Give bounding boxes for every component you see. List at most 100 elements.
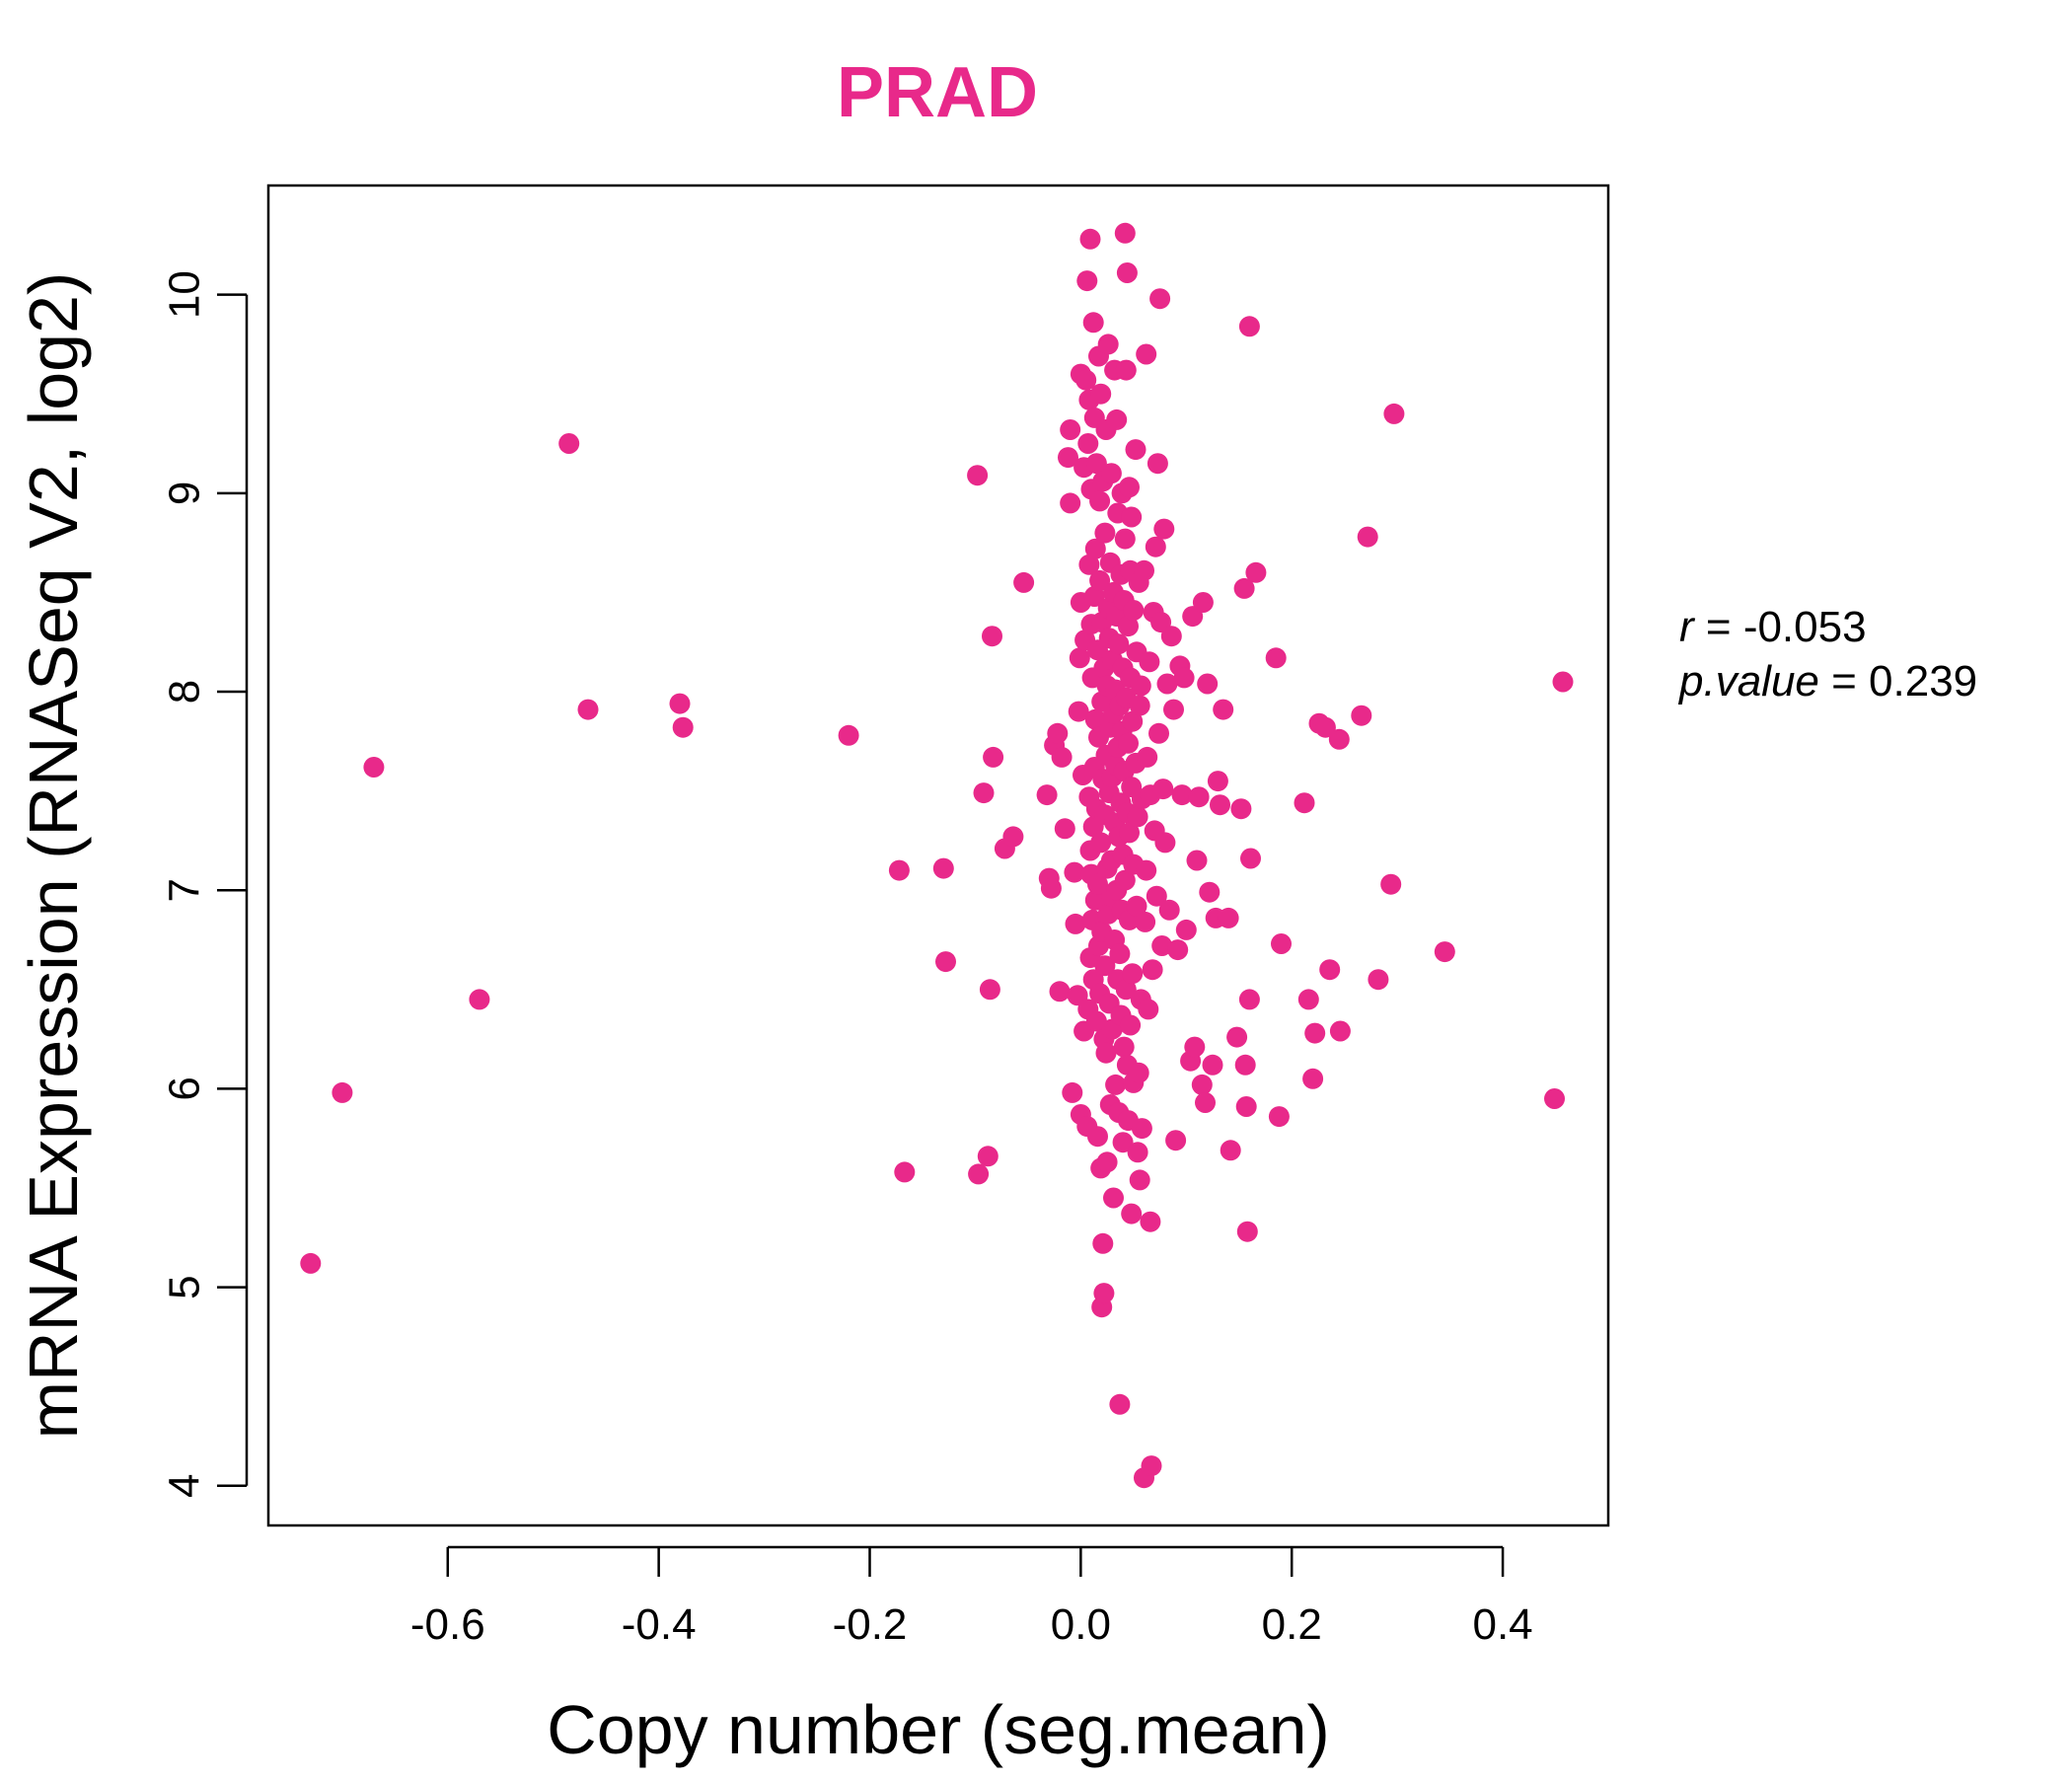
- data-point-189: [1129, 695, 1150, 716]
- data-point-198: [1136, 859, 1157, 881]
- data-point-252: [1238, 989, 1260, 1010]
- data-point-72: [1085, 1010, 1107, 1032]
- data-point-260: [1302, 1068, 1324, 1089]
- stat-r-value: -0.053: [1743, 603, 1867, 651]
- data-point-201: [1139, 651, 1160, 673]
- data-point-236: [1197, 673, 1219, 695]
- data-point-155: [1114, 869, 1136, 891]
- x-tick-label-0: -0.6: [410, 1600, 485, 1649]
- data-point-183: [1126, 895, 1147, 917]
- stat-p-line: p.value = 0.239: [1677, 657, 1977, 705]
- data-point-174: [1121, 506, 1143, 528]
- data-point-98: [1094, 522, 1116, 544]
- data-point-221: [1163, 699, 1184, 720]
- x-tick-label-5: 0.4: [1472, 1600, 1532, 1649]
- data-point-205: [1142, 959, 1163, 981]
- data-point-34: [1062, 1081, 1083, 1103]
- data-point-102: [1095, 1042, 1117, 1064]
- data-point-184: [1127, 1142, 1148, 1163]
- data-point-173: [1121, 1203, 1143, 1224]
- data-point-12: [935, 951, 956, 973]
- data-point-4: [558, 433, 580, 454]
- data-point-71: [1084, 538, 1106, 559]
- data-point-255: [1265, 647, 1287, 669]
- data-point-84: [1090, 832, 1112, 853]
- data-point-241: [1210, 794, 1230, 816]
- data-point-154: [1114, 222, 1136, 244]
- data-point-200: [1138, 999, 1159, 1020]
- stat-p-equals: =: [1831, 657, 1869, 705]
- data-point-28: [1049, 981, 1071, 1002]
- y-tick-label-3: 7: [161, 878, 209, 902]
- data-point-140: [1109, 943, 1131, 965]
- data-point-35: [1064, 861, 1085, 883]
- data-point-274: [1552, 671, 1574, 693]
- data-point-160: [1116, 262, 1138, 283]
- x-axis: -0.6 -0.4 -0.2 0.0 0.2 0.4: [410, 1545, 1533, 1649]
- data-point-219: [1158, 899, 1180, 921]
- data-point-85: [1090, 383, 1112, 405]
- data-point-158: [1115, 979, 1137, 1001]
- data-point-83: [1089, 490, 1111, 512]
- data-point-243: [1218, 907, 1239, 928]
- data-point-269: [1368, 969, 1389, 991]
- data-point-132: [1106, 408, 1128, 430]
- data-point-53: [1078, 554, 1100, 575]
- data-point-30: [1054, 818, 1075, 840]
- x-tick-label-3: 0.0: [1051, 1600, 1111, 1649]
- data-point-273: [1544, 1088, 1565, 1109]
- data-point-233: [1191, 1074, 1213, 1095]
- data-point-13: [967, 465, 989, 486]
- data-point-257: [1271, 933, 1292, 954]
- data-point-267: [1351, 705, 1372, 726]
- data-point-150: [1112, 1132, 1134, 1153]
- data-point-190: [1130, 675, 1151, 697]
- data-point-77: [1087, 1126, 1108, 1148]
- data-point-163: [1118, 616, 1139, 637]
- data-point-176: [1122, 963, 1144, 985]
- data-point-22: [1013, 571, 1035, 593]
- data-point-222: [1165, 1130, 1187, 1151]
- stat-p-label: p.value: [1677, 657, 1819, 705]
- data-point-249: [1235, 1096, 1257, 1117]
- data-point-265: [1328, 728, 1350, 750]
- data-point-258: [1294, 792, 1315, 814]
- data-point-0: [300, 1252, 322, 1274]
- data-point-225: [1171, 784, 1193, 806]
- data-point-242: [1213, 699, 1234, 720]
- data-point-10: [894, 1161, 916, 1183]
- data-point-117: [1100, 463, 1122, 484]
- data-point-215: [1152, 779, 1174, 800]
- data-point-245: [1226, 1026, 1248, 1048]
- data-point-36: [1065, 913, 1086, 934]
- data-point-185: [1127, 806, 1148, 828]
- x-tick-label-4: 0.2: [1262, 1600, 1322, 1649]
- data-point-227: [1175, 919, 1197, 940]
- y-tick-label-5: 9: [161, 482, 209, 505]
- data-point-159: [1115, 359, 1137, 381]
- data-point-232: [1188, 786, 1210, 808]
- data-point-9: [888, 859, 910, 881]
- data-point-202: [1140, 1211, 1161, 1232]
- data-point-5: [577, 699, 599, 720]
- data-point-254: [1245, 561, 1267, 583]
- data-point-237: [1199, 881, 1221, 903]
- data-point-230: [1184, 1036, 1206, 1058]
- data-point-2: [363, 757, 385, 778]
- x-tick-label-1: -0.4: [622, 1600, 697, 1649]
- data-point-253: [1240, 848, 1261, 869]
- data-point-235: [1195, 1092, 1216, 1113]
- data-point-240: [1207, 771, 1228, 792]
- data-point-99: [1094, 955, 1116, 977]
- stat-p-value: 0.239: [1869, 657, 1977, 705]
- data-point-156: [1114, 528, 1136, 550]
- data-point-15: [973, 782, 995, 804]
- data-point-188: [1129, 1169, 1150, 1191]
- data-point-223: [1167, 939, 1189, 961]
- data-point-6: [669, 693, 691, 714]
- data-point-208: [1145, 536, 1166, 557]
- data-point-247: [1233, 577, 1255, 599]
- data-point-187: [1128, 1062, 1149, 1083]
